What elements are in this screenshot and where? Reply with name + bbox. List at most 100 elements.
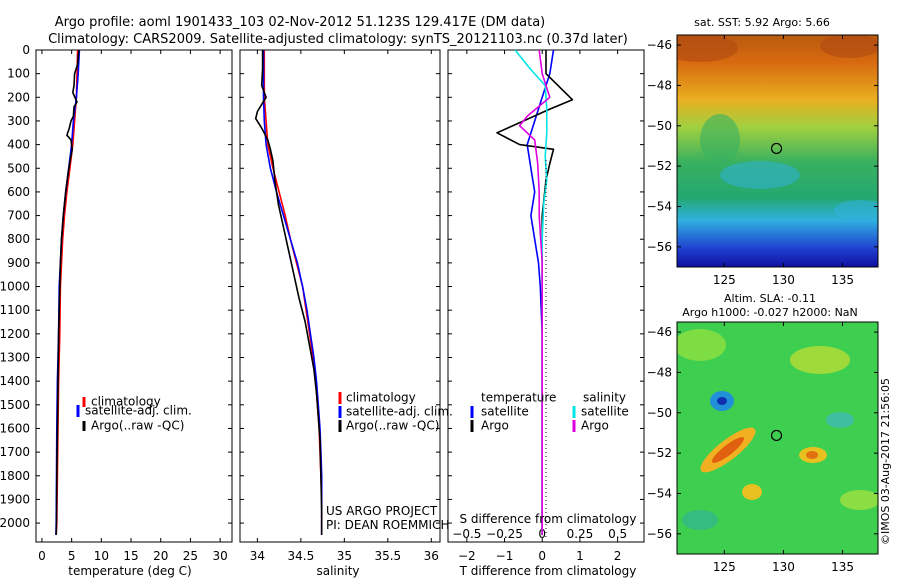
map-x-tick-label: 135 — [831, 560, 854, 574]
x-tick-label: 2 — [614, 549, 622, 563]
map-x-tick-label: 135 — [831, 273, 854, 287]
legend-salinity-heading: salinity — [583, 391, 626, 405]
sla-anomaly-negative — [682, 510, 718, 530]
map-y-tick-label: −54 — [647, 486, 672, 500]
legend-climatology-s: climatology — [346, 391, 416, 405]
depth-tick-label: 700 — [7, 209, 30, 223]
map-y-tick-label: −54 — [647, 199, 672, 213]
sst-cool-tongue — [834, 200, 878, 220]
sst-map-title: sat. SST: 5.92 Argo: 5.66 — [694, 16, 830, 29]
series-line-satellite-adj-clim- — [262, 50, 323, 535]
map-y-tick-label: −56 — [647, 240, 672, 254]
legend-satellite-adj-s: satellite-adj. clim. — [346, 405, 453, 419]
s-tick-label: −0.5 — [452, 527, 481, 541]
salinity-panel: 34 34.5 35 35.5 36 salinity climatology sate… — [239, 49, 453, 578]
imos-watermark: ©IMOS 03-Aug-2017 21:56:05 — [879, 378, 892, 545]
x-tick-label: 35.5 — [374, 549, 401, 563]
x-tick-label: 5 — [68, 549, 76, 563]
map-x-tick-label: 125 — [713, 560, 736, 574]
credit-pi: PI: DEAN ROEMMICH — [326, 518, 449, 532]
sla-map-title: Altim. SLA: -0.11 — [724, 292, 816, 305]
salinity-xlabel: salinity — [316, 564, 359, 578]
sla-anomaly — [790, 346, 850, 374]
salinity-axes-box — [239, 49, 441, 543]
x-tick-label: 34 — [250, 549, 265, 563]
sla-anomaly-positive — [840, 490, 878, 510]
series-line-salinity-argo — [518, 49, 551, 535]
map-x-tick-label: 130 — [772, 560, 795, 574]
sla-anomaly-negative — [717, 397, 727, 405]
depth-tick-label: 100 — [7, 67, 30, 81]
legend-sal-satellite: satellite — [581, 405, 629, 419]
x-tick-label: −2 — [458, 549, 476, 563]
x-tick-label: 1 — [576, 549, 584, 563]
map-x-tick-label: 130 — [772, 273, 795, 287]
temperature-axes-box — [35, 49, 233, 543]
depth-tick-label: 1600 — [0, 421, 30, 435]
x-tick-label: 35 — [337, 549, 352, 563]
legend-temp-satellite: satellite — [481, 405, 529, 419]
sst-cool-tongue — [720, 161, 800, 189]
difference-xlabel-s: S difference from climatology — [460, 512, 637, 526]
credit-project: US ARGO PROJECT — [326, 504, 438, 518]
salinity-legend: climatology satellite-adj. clim. Argo(..… — [338, 391, 453, 433]
depth-tick-label: 400 — [7, 138, 30, 152]
depth-tick-label: 1000 — [0, 280, 30, 294]
sst-map-panel: sat. SST: 5.92 Argo: 5.66 125 130 135 −46 −4… — [647, 16, 879, 287]
figure-title-line1: Argo profile: aoml 1901433_103 02-Nov-20… — [55, 15, 546, 30]
depth-tick-label: 2000 — [0, 516, 30, 530]
depth-tick-label: 1900 — [0, 492, 30, 506]
map-y-tick-label: −52 — [647, 159, 672, 173]
temperature-legend: climatology satellite-adj. clim. Argo(..… — [76, 395, 192, 433]
depth-tick-label: 1100 — [0, 303, 30, 317]
x-tick-label: 36 — [424, 549, 439, 563]
legend-satellite-adj: satellite-adj. clim. — [85, 404, 192, 418]
sst-green-intrusion — [700, 114, 740, 166]
x-tick-label: 15 — [123, 549, 138, 563]
map-y-tick-label: −50 — [647, 406, 672, 420]
difference-xlabel: T difference from climatology — [459, 564, 637, 578]
depth-tick-label: 300 — [7, 114, 30, 128]
map-y-tick-label: −48 — [647, 365, 672, 379]
series-line-argo-raw-qc- — [55, 49, 80, 535]
x-tick-label: 0 — [538, 549, 546, 563]
temperature-panel: 0100200300400500600700800900100011001200… — [0, 43, 233, 578]
sla-map-subtitle: Argo h1000: -0.027 h2000: NaN — [682, 306, 858, 319]
sla-anomaly-negative — [826, 412, 854, 428]
x-tick-label: 0 — [38, 549, 46, 563]
x-tick-label: 34.5 — [288, 549, 315, 563]
difference-legend: temperature satellite Argo salinity sate… — [470, 391, 629, 433]
depth-tick-label: 1700 — [0, 445, 30, 459]
series-line-argo-raw-qc- — [254, 50, 323, 535]
x-tick-label: −1 — [496, 549, 514, 563]
sla-anomaly — [677, 329, 726, 361]
map-y-tick-label: −50 — [647, 119, 672, 133]
map-y-tick-label: −56 — [647, 527, 672, 541]
x-tick-label: 20 — [153, 549, 168, 563]
depth-tick-label: 1500 — [0, 398, 30, 412]
map-y-tick-label: −48 — [647, 78, 672, 92]
sla-anomaly-positive — [711, 437, 745, 463]
depth-tick-label: 1800 — [0, 469, 30, 483]
series-line-climatology — [263, 50, 323, 535]
sla-anomaly-positive — [742, 484, 762, 500]
sla-anomaly-positive — [806, 451, 818, 459]
legend-climatology: climatology — [91, 395, 161, 409]
depth-tick-label: 200 — [7, 90, 30, 104]
s-tick-label: 0.5 — [608, 527, 627, 541]
map-x-tick-label: 125 — [713, 273, 736, 287]
legend-temperature-heading: temperature — [481, 391, 556, 405]
sst-warm-patch — [677, 35, 738, 62]
x-tick-label: 25 — [183, 549, 198, 563]
map-y-tick-label: −46 — [647, 38, 672, 52]
s-tick-label: 0.25 — [567, 527, 594, 541]
legend-argo: Argo(..raw -QC) — [91, 419, 184, 433]
depth-tick-label: 900 — [7, 256, 30, 270]
depth-tick-label: 800 — [7, 232, 30, 246]
legend-sal-argo: Argo — [581, 419, 609, 433]
depth-tick-label: 0 — [22, 43, 30, 57]
legend-temp-argo: Argo — [481, 419, 509, 433]
depth-tick-label: 600 — [7, 185, 30, 199]
depth-tick-label: 1200 — [0, 327, 30, 341]
